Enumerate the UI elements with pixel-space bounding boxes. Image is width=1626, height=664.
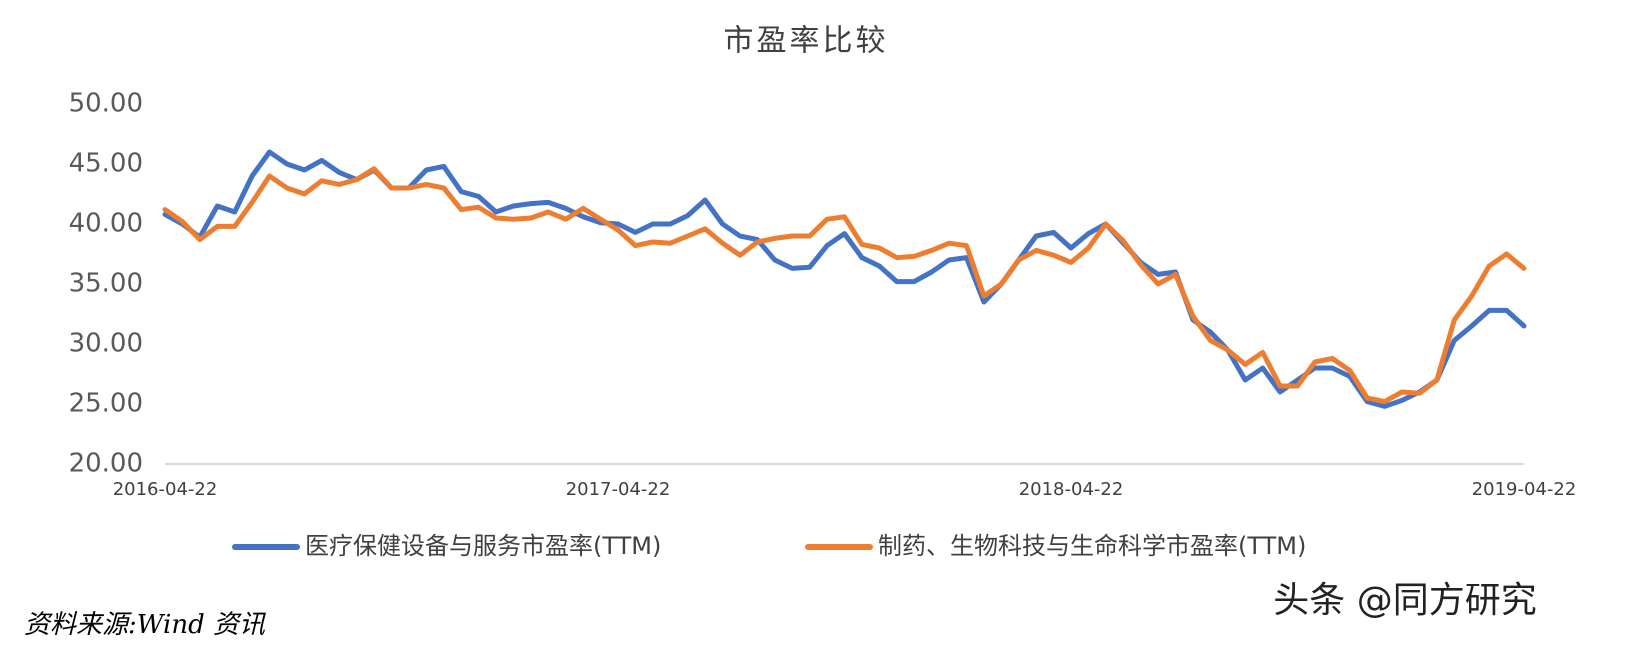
y-tick-label: 40.00 [69, 209, 143, 239]
x-tick-label: 2017-04-22 [566, 479, 671, 500]
y-tick-label: 45.00 [69, 149, 143, 179]
series-line [162, 149, 1527, 409]
watermark: 头条 @同方研究 [1273, 580, 1536, 621]
legend-label: 制药、生物科技与生命科学市盈率(TTM) [878, 532, 1306, 560]
y-tick-label: 35.00 [69, 269, 143, 299]
x-tick-label: 2018-04-22 [1019, 479, 1124, 500]
y-tick-label: 25.00 [69, 389, 143, 419]
source-note: 资料来源:Wind 资讯 [24, 610, 267, 640]
legend-label: 医疗保健设备与服务市盈率(TTM) [305, 532, 661, 560]
x-tick-label: 2019-04-22 [1472, 479, 1577, 500]
y-tick-label: 20.00 [69, 449, 143, 479]
chart-title: 市盈率比较 [724, 24, 889, 59]
y-tick-label: 50.00 [69, 89, 143, 119]
x-tick-label: 2016-04-22 [113, 479, 218, 500]
y-tick-label: 30.00 [69, 329, 143, 359]
series-line [162, 166, 1527, 405]
